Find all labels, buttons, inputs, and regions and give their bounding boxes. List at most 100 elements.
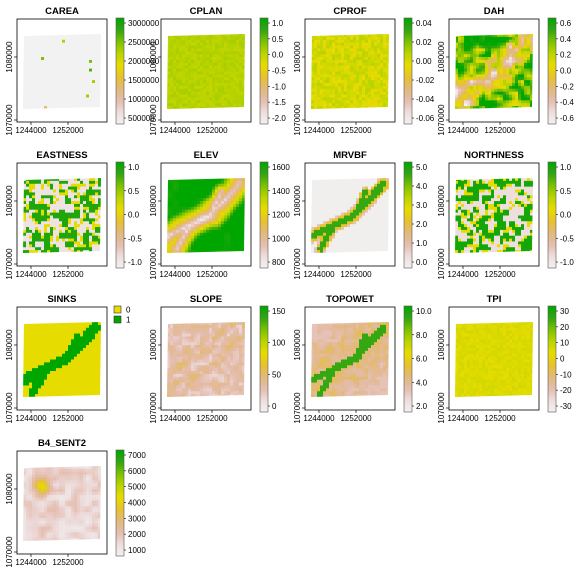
raster-cell xyxy=(374,100,378,104)
raster-image xyxy=(23,34,101,109)
y-tick-label: 1070000 xyxy=(5,248,14,280)
raster-cell xyxy=(56,71,60,75)
raster-cell xyxy=(386,57,389,61)
raster-cell xyxy=(527,59,531,64)
raster-cell xyxy=(224,203,228,208)
raster-cell xyxy=(98,195,101,199)
raster-cell xyxy=(494,36,498,41)
raster-cell xyxy=(332,189,336,193)
raster-cell xyxy=(365,74,369,78)
raster-cell xyxy=(35,77,39,81)
raster-cell xyxy=(335,88,339,93)
raster-cell xyxy=(62,183,66,187)
legend-swatch xyxy=(116,25,124,29)
raster-cell xyxy=(170,224,174,228)
raster-cell xyxy=(92,235,96,239)
raster-cell xyxy=(380,62,384,67)
raster-cell xyxy=(230,48,234,52)
raster-cell xyxy=(56,192,60,196)
raster-cell xyxy=(212,221,216,225)
raster-cell xyxy=(176,195,180,199)
raster-cell xyxy=(323,235,327,239)
raster-cell xyxy=(320,91,324,95)
raster-cell xyxy=(359,36,363,41)
raster-cell xyxy=(188,65,192,69)
raster-cell xyxy=(374,186,378,190)
raster-cell xyxy=(215,178,219,182)
raster-cell xyxy=(365,235,369,239)
raster-cell xyxy=(230,198,234,202)
raster-cell xyxy=(212,54,216,58)
raster-cell xyxy=(326,209,330,213)
raster-cell xyxy=(236,77,240,81)
raster-cell xyxy=(176,180,180,185)
raster-cell xyxy=(47,180,51,185)
raster-cell xyxy=(314,180,318,185)
raster-cell xyxy=(35,215,39,219)
raster-cell xyxy=(23,42,27,46)
raster-cell xyxy=(332,97,336,101)
raster-cell xyxy=(170,203,174,208)
raster-cell xyxy=(80,227,84,231)
raster-cell xyxy=(71,36,75,41)
raster-cell xyxy=(320,224,324,228)
raster-cell xyxy=(80,83,84,87)
raster-cell xyxy=(332,206,336,211)
raster-cell xyxy=(23,189,27,193)
raster-cell xyxy=(521,54,525,58)
raster-cell xyxy=(356,100,360,104)
raster-cell xyxy=(206,195,210,199)
raster-cell xyxy=(59,34,63,38)
raster-cell xyxy=(215,91,219,95)
raster-cell xyxy=(86,71,90,75)
raster-cell xyxy=(92,189,96,193)
legend-swatch xyxy=(260,204,268,208)
raster-cell xyxy=(92,238,96,242)
raster-cell xyxy=(242,221,245,225)
raster-cell xyxy=(197,209,201,213)
raster-cell xyxy=(500,94,504,98)
raster-cell xyxy=(92,232,96,237)
raster-cell xyxy=(332,192,336,196)
raster-cell xyxy=(377,34,381,38)
raster-cell xyxy=(506,45,510,49)
raster-cell xyxy=(470,80,474,84)
raster-cell xyxy=(53,238,57,242)
raster-cell xyxy=(182,51,186,55)
raster-cell xyxy=(347,224,351,228)
raster-cell xyxy=(62,51,66,55)
raster-cell xyxy=(326,68,330,72)
raster-cell xyxy=(188,103,192,107)
raster-cell xyxy=(50,209,54,213)
raster-cell xyxy=(200,54,204,58)
raster-cell xyxy=(323,45,327,49)
raster-cell xyxy=(32,218,36,222)
raster-cell xyxy=(200,85,204,90)
raster-cell xyxy=(209,100,213,104)
raster-cell xyxy=(59,232,63,237)
legend-swatch xyxy=(548,73,556,77)
raster-cell xyxy=(224,100,228,104)
raster-cell xyxy=(227,91,231,95)
raster-cell xyxy=(56,97,60,101)
raster-cell xyxy=(341,178,345,182)
raster-cell xyxy=(344,198,348,202)
raster-cell xyxy=(239,48,243,52)
raster-cell xyxy=(215,59,219,64)
raster-cell xyxy=(359,235,363,239)
raster-cell xyxy=(314,203,318,208)
raster-cell xyxy=(182,238,186,242)
raster-cell xyxy=(356,97,360,101)
color-legend: 0.040.020.00-0.02-0.04-0.06 xyxy=(403,17,435,125)
raster-cell xyxy=(353,91,357,95)
raster-cell xyxy=(461,71,465,75)
raster-cell xyxy=(236,218,240,222)
raster-cell xyxy=(473,94,477,98)
raster-cell xyxy=(86,80,90,84)
raster-cell xyxy=(23,192,27,196)
raster-cell xyxy=(314,85,318,90)
raster-cell xyxy=(26,206,30,211)
raster-cell xyxy=(242,88,245,93)
raster-cell xyxy=(83,94,87,98)
raster-cell xyxy=(77,77,81,81)
